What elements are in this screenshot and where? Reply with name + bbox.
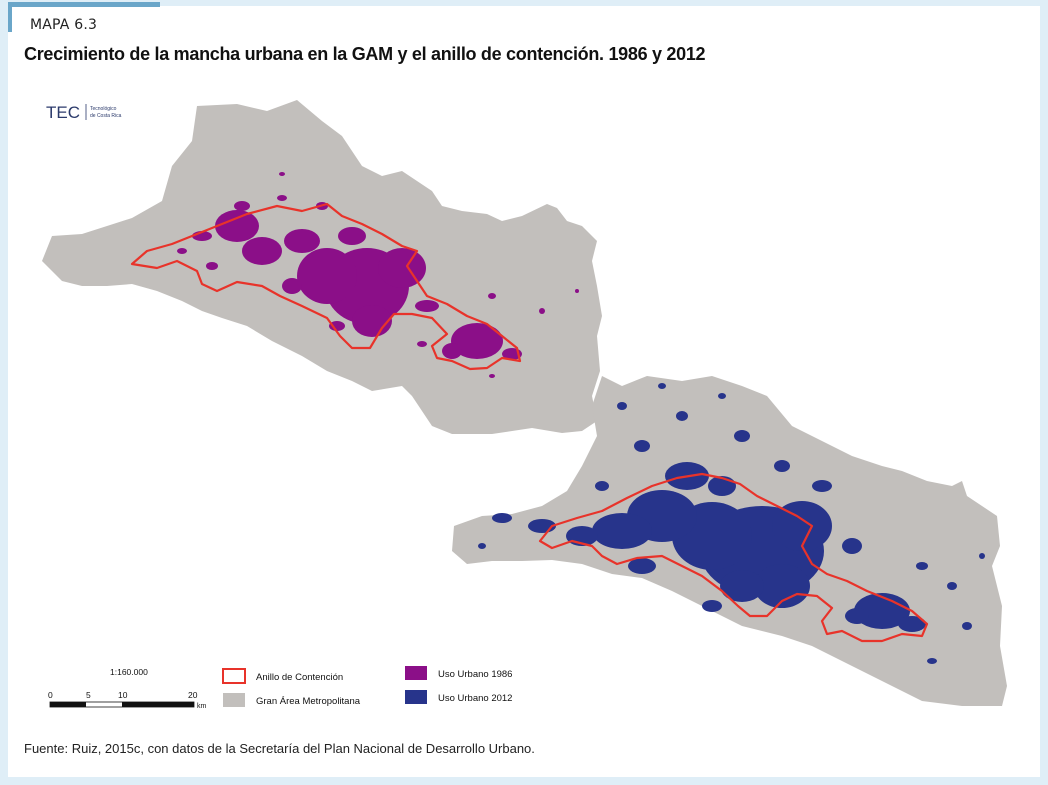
ring-2012 [538,472,929,643]
scale-bar: 1:160.000 0 5 10 20 km [48,667,207,710]
accent-bar [8,2,160,7]
scale-ratio: 1:160.000 [110,667,148,677]
scale-tick-0: 0 [48,690,53,700]
map-svg: TEC Tecnológico de Costa Rica [42,100,1007,710]
legend-swatch-ring [222,668,246,684]
map-2012 [452,376,1007,706]
legend-label-ring: Anillo de Contención [256,672,343,683]
ring-1986 [130,202,522,371]
figure-source: Fuente: Ruiz, 2015c, con datos de la Sec… [24,741,535,756]
map-1986 [42,100,602,434]
legend: Anillo de Contención Gran Área Metropoli… [222,666,512,707]
figure-label: MAPA 6.3 [30,17,98,33]
scale-tick-5: 5 [86,690,91,700]
legend-swatch-gam [223,693,245,707]
accent-bar-left [8,2,12,32]
legend-label-2012: Uso Urbano 2012 [438,693,512,704]
legend-label-gam: Gran Área Metropolitana [256,696,361,707]
logo-subtext-2: de Costa Rica [90,113,122,119]
map-panel: TEC Tecnológico de Costa Rica [22,86,1026,726]
tec-logo: TEC Tecnológico de Costa Rica [46,103,122,122]
logo-subtext-1: Tecnológico [90,106,117,112]
logo-text: TEC [46,103,80,122]
scale-unit: km [197,703,207,710]
scale-tick-20: 20 [188,690,198,700]
urban-2012 [478,383,985,664]
legend-swatch-1986 [405,666,427,680]
urban-1986 [177,172,579,378]
legend-label-1986: Uso Urbano 1986 [438,669,512,680]
scale-tick-10: 10 [118,690,128,700]
figure-title: Crecimiento de la mancha urbana en la GA… [24,44,706,64]
legend-swatch-2012 [405,690,427,704]
